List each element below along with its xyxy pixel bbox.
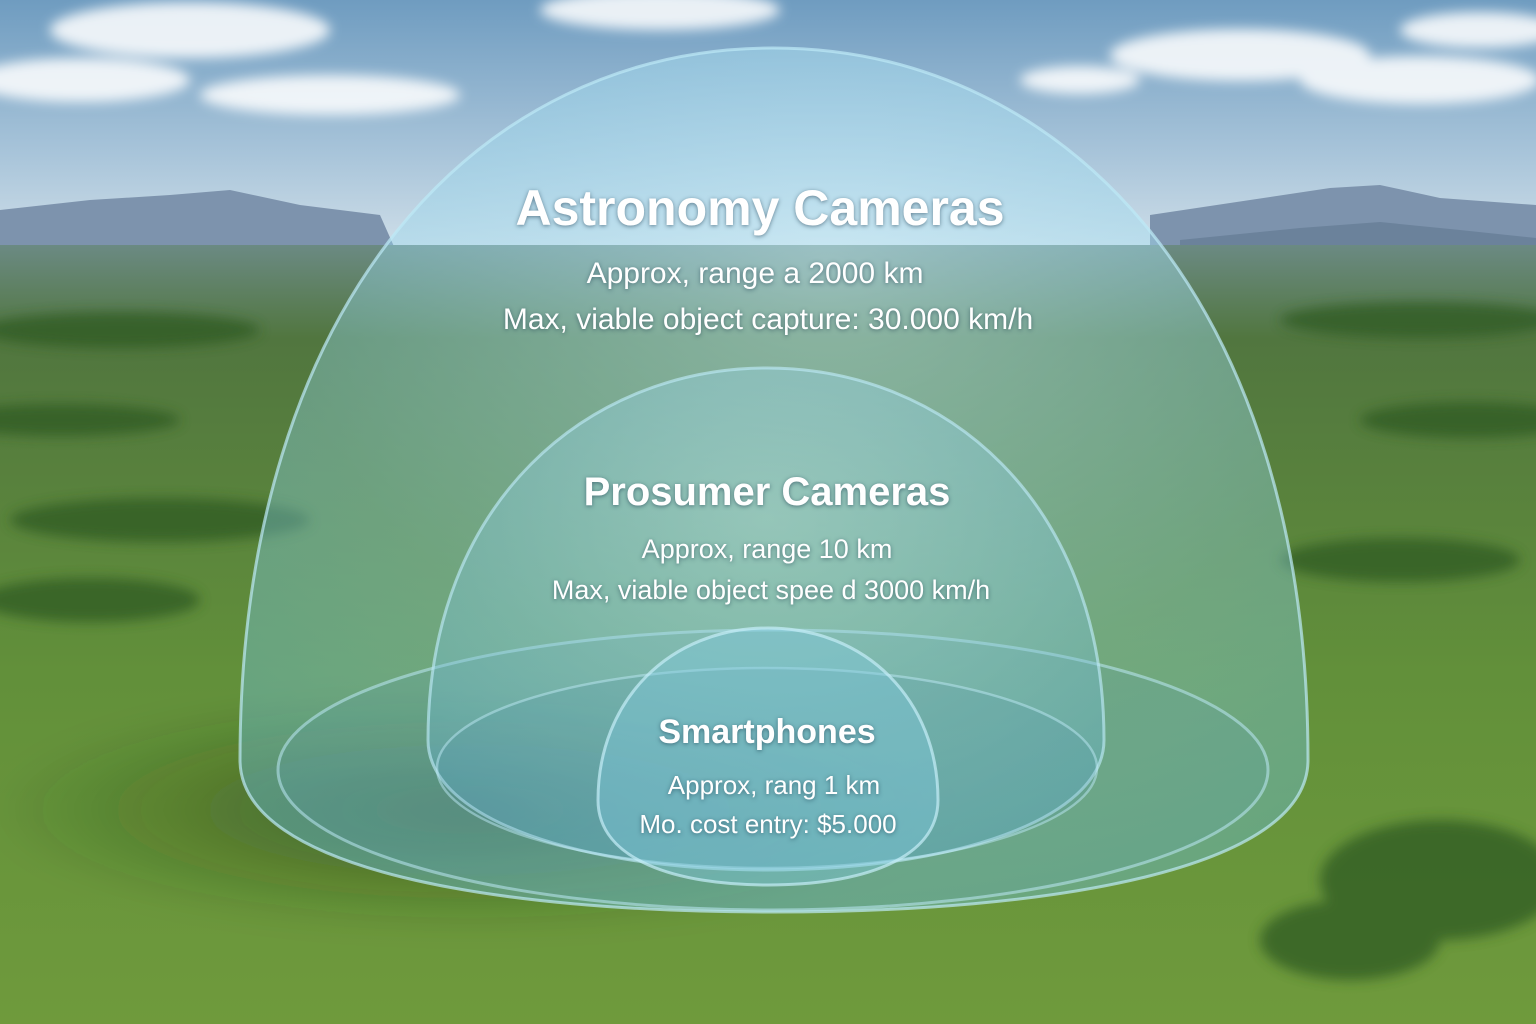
mountains-left xyxy=(0,190,400,260)
smartphones-range: Approx, rang 1 km xyxy=(667,770,881,800)
prosumer-range: Approx, range 10 km xyxy=(641,534,893,564)
smartphones-cost: Mo. cost entry: $5.000 xyxy=(639,809,897,839)
dome-smartphones xyxy=(596,626,940,887)
astronomy-range: Approx, range a 2000 km xyxy=(586,257,924,290)
prosumer-max-speed: Max, viable object spee d 3000 km/h xyxy=(551,575,991,605)
astronomy-title: Astronomy Cameras xyxy=(515,180,1005,236)
smartphones-title: Smartphones xyxy=(658,713,876,751)
clouds xyxy=(0,0,1536,115)
astronomy-max-speed: Max, viable object capture: 30.000 km/h xyxy=(502,303,1034,336)
prosumer-title: Prosumer Cameras xyxy=(583,470,951,514)
forest-patches xyxy=(0,302,1536,980)
